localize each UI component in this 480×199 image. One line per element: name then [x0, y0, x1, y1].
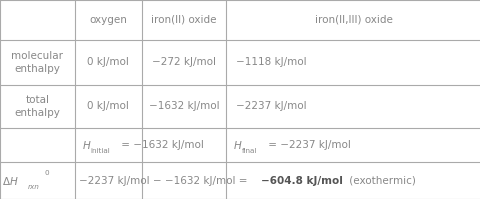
Text: 0 kJ/mol: 0 kJ/mol — [87, 57, 129, 67]
Text: final: final — [241, 148, 257, 154]
Text: = −1632 kJ/mol: = −1632 kJ/mol — [118, 140, 204, 150]
Text: −2237 kJ/mol: −2237 kJ/mol — [235, 101, 306, 111]
Text: −1118 kJ/mol: −1118 kJ/mol — [235, 57, 306, 67]
Text: −2237 kJ/mol − −1632 kJ/mol =: −2237 kJ/mol − −1632 kJ/mol = — [79, 176, 251, 186]
Text: molecular
enthalpy: molecular enthalpy — [11, 51, 63, 74]
Text: total
enthalpy: total enthalpy — [14, 95, 60, 118]
Text: iron(II) oxide: iron(II) oxide — [151, 15, 216, 25]
Text: $\Delta H$: $\Delta H$ — [2, 175, 19, 187]
Text: = −2237 kJ/mol: = −2237 kJ/mol — [264, 140, 350, 150]
Text: initial: initial — [90, 148, 110, 154]
Text: −604.8 kJ/mol: −604.8 kJ/mol — [261, 176, 342, 186]
Text: 0 kJ/mol: 0 kJ/mol — [87, 101, 129, 111]
Text: iron(II,III) oxide: iron(II,III) oxide — [314, 15, 392, 25]
Text: (exothermic): (exothermic) — [346, 176, 415, 186]
Text: oxygen: oxygen — [89, 15, 127, 25]
Text: −1632 kJ/mol: −1632 kJ/mol — [148, 101, 219, 111]
Text: rxn: rxn — [28, 183, 40, 190]
Text: −272 kJ/mol: −272 kJ/mol — [152, 57, 216, 67]
Text: $H$: $H$ — [233, 139, 242, 151]
Text: 0: 0 — [45, 170, 49, 176]
Text: $H$: $H$ — [82, 139, 91, 151]
